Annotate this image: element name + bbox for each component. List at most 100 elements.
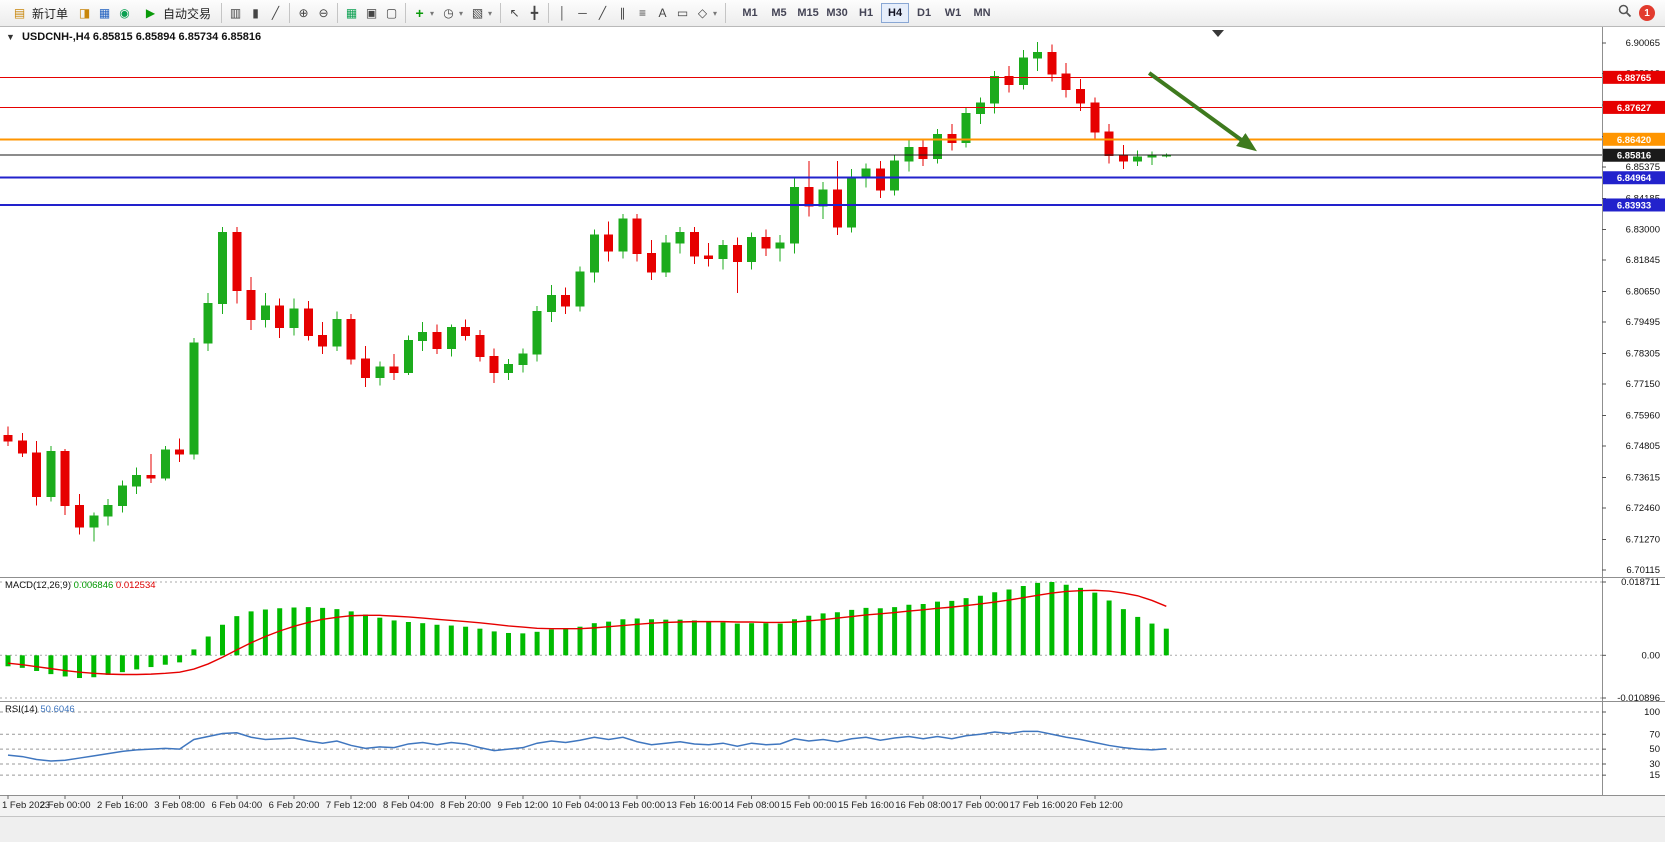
tab-timeframe-M30[interactable]: M30 [823, 3, 851, 23]
candles [3, 42, 1171, 542]
templates-dropdown-icon[interactable]: ▾ [488, 8, 493, 18]
svg-text:6.79495: 6.79495 [1626, 317, 1660, 328]
chart-canvas[interactable]: 6.900656.889106.877156.865306.853756.841… [0, 27, 1665, 816]
cascade-windows-icon[interactable]: ▣ [365, 5, 378, 20]
svg-text:6.84964: 6.84964 [1617, 173, 1652, 184]
svg-text:6 Feb 04:00: 6 Feb 04:00 [211, 800, 262, 811]
tab-timeframe-H1[interactable]: H1 [852, 3, 880, 23]
toolbar-separator [289, 3, 291, 23]
new-order-button[interactable]: ▤ 新订单 [4, 1, 74, 26]
tab-timeframe-MN[interactable]: MN [968, 3, 996, 23]
bar-chart-icon[interactable]: ▥ [229, 5, 242, 20]
svg-text:0.00: 0.00 [1642, 650, 1661, 661]
label-tool-icon[interactable]: ▭ [676, 5, 689, 20]
svg-text:6.80650: 6.80650 [1626, 287, 1660, 298]
horizontal-line-tool-icon[interactable]: ─ [578, 5, 587, 20]
svg-text:7 Feb 12:00: 7 Feb 12:00 [326, 800, 377, 811]
periods-dropdown-icon[interactable]: ▾ [459, 8, 464, 18]
trend-arrow[interactable] [1147, 71, 1257, 152]
periods-icon[interactable]: ◷ [443, 5, 454, 20]
trendline-tool-icon[interactable]: ╱ [598, 5, 607, 20]
svg-text:10 Feb 04:00: 10 Feb 04:00 [552, 800, 608, 811]
svg-text:13 Feb 00:00: 13 Feb 00:00 [609, 800, 665, 811]
toolbar-separator [548, 3, 550, 23]
svg-text:70: 70 [1649, 729, 1660, 740]
svg-text:6.71270: 6.71270 [1626, 534, 1660, 545]
price-badge: 6.86420 [1603, 132, 1665, 146]
indicators-dropdown-icon[interactable]: ▾ [430, 8, 435, 18]
svg-text:17 Feb 16:00: 17 Feb 16:00 [1010, 800, 1066, 811]
tab-timeframe-M1[interactable]: M1 [736, 3, 764, 23]
channel-tool-icon[interactable]: ∥ [619, 5, 626, 20]
tab-timeframe-H4[interactable]: H4 [881, 3, 910, 23]
toolbar-separator [405, 3, 407, 23]
chart-shift-marker-icon[interactable] [1212, 30, 1224, 37]
price-badge: 6.88765 [1603, 70, 1665, 84]
autotrading-button[interactable]: ▶ 自动交易 [135, 1, 217, 26]
market-watch-icon[interactable]: ◨ [78, 5, 91, 20]
svg-text:15 Feb 00:00: 15 Feb 00:00 [781, 800, 837, 811]
svg-text:6.70115: 6.70115 [1626, 565, 1660, 576]
macd-signal-line [7, 589, 1167, 676]
svg-text:6.85375: 6.85375 [1626, 162, 1660, 173]
svg-text:-0.010896: -0.010896 [1617, 693, 1660, 704]
tab-timeframe-D1[interactable]: D1 [910, 3, 938, 23]
templates-icon[interactable]: ▧ [471, 5, 484, 20]
svg-text:15: 15 [1649, 770, 1660, 781]
new-chart-icon[interactable]: ▦ [345, 5, 358, 20]
tile-windows-icon[interactable]: ▢ [385, 5, 398, 20]
cursor-icon[interactable]: ↖ [509, 5, 520, 20]
navigator-icon[interactable]: ◉ [119, 5, 130, 20]
svg-text:30: 30 [1649, 759, 1660, 770]
time-axis-strip[interactable] [0, 795, 1665, 817]
indicators-icon[interactable]: + [415, 4, 424, 21]
price-badge: 6.84964 [1603, 171, 1665, 185]
svg-text:9 Feb 12:00: 9 Feb 12:00 [497, 800, 548, 811]
toolbar-separator [221, 3, 223, 23]
svg-text:13 Feb 16:00: 13 Feb 16:00 [666, 800, 722, 811]
autotrading-label: 自动交易 [163, 6, 212, 21]
vertical-line-tool-icon[interactable]: │ [558, 5, 567, 20]
svg-text:8 Feb 04:00: 8 Feb 04:00 [383, 800, 434, 811]
svg-text:6.74805: 6.74805 [1626, 441, 1660, 452]
fibonacci-tool-icon[interactable]: ≡ [639, 5, 647, 20]
toolbar-right: 1 [1618, 4, 1661, 23]
price-badge: 6.83933 [1603, 198, 1665, 212]
tab-timeframe-M5[interactable]: M5 [765, 3, 793, 23]
svg-text:6.77150: 6.77150 [1626, 379, 1660, 390]
data-window-icon[interactable]: ▦ [98, 5, 111, 20]
svg-text:6.73615: 6.73615 [1626, 473, 1660, 484]
svg-text:6.88765: 6.88765 [1617, 73, 1652, 84]
svg-text:6.90065: 6.90065 [1626, 38, 1660, 49]
text-tool-icon[interactable]: A [658, 5, 667, 20]
tab-timeframe-M15[interactable]: M15 [794, 3, 822, 23]
macd-panel: 0.018711 0.00 -0.010896 [0, 577, 1660, 704]
svg-text:20 Feb 12:00: 20 Feb 12:00 [1067, 800, 1123, 811]
svg-text:6.81845: 6.81845 [1626, 255, 1660, 266]
price-badge: 6.87627 [1603, 100, 1665, 114]
crosshair-icon[interactable]: ╋ [530, 5, 539, 20]
svg-text:6 Feb 20:00: 6 Feb 20:00 [269, 800, 320, 811]
timeframe-buttons: M1 M5 M15 M30 H1 H4 D1 W1 MN [736, 3, 996, 23]
svg-text:100: 100 [1644, 707, 1660, 718]
notification-badge[interactable]: 1 [1639, 5, 1655, 21]
shapes-tool-icon[interactable]: ◇ [697, 5, 708, 20]
svg-text:6.83000: 6.83000 [1626, 225, 1660, 236]
price-badge: 6.85816 [1603, 148, 1665, 162]
line-chart-icon[interactable]: ╱ [271, 5, 280, 20]
zoom-out-icon[interactable]: ⊖ [318, 5, 329, 20]
toolbar: ▤ 新订单 ◨ ▦ ◉ ▶ 自动交易 ▥ ▮ ╱ ⊕ ⊖ ▦ ▣ ▢ + ▾ ◷… [0, 0, 1665, 27]
search-icon[interactable] [1618, 4, 1632, 23]
zoom-in-icon[interactable]: ⊕ [298, 5, 309, 20]
tab-timeframe-W1[interactable]: W1 [939, 3, 967, 23]
svg-text:6.86420: 6.86420 [1617, 135, 1651, 146]
toolbar-separator [725, 3, 727, 23]
new-order-label: 新订单 [32, 6, 69, 21]
svg-text:17 Feb 00:00: 17 Feb 00:00 [952, 800, 1008, 811]
candlestick-chart-icon[interactable]: ▮ [252, 5, 259, 20]
svg-text:0.018711: 0.018711 [1621, 577, 1660, 588]
shapes-dropdown-icon[interactable]: ▾ [713, 8, 718, 18]
